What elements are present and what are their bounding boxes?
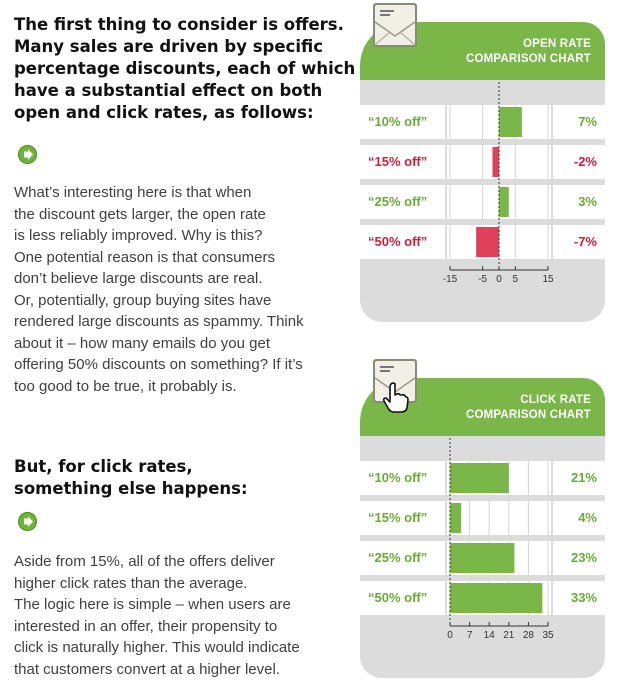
arrow-right-icon[interactable] <box>18 512 37 531</box>
value-label: 33% <box>570 590 597 605</box>
text-line: interested in an offer, their propensity… <box>14 617 278 635</box>
click-rate-chart-body: “10% off” 21% “15% off” 4% “25% off” 23% “50% … <box>360 436 605 678</box>
x-tick-label: 7 <box>466 630 473 641</box>
x-tick-label: 14 <box>483 630 495 641</box>
text-line: offering 50% discounts on something? If … <box>14 356 303 373</box>
value-label: 3% <box>578 194 597 209</box>
hand-cursor-icon <box>382 382 409 413</box>
paragraph-open-rate: What’s interesting here is that when the… <box>14 182 304 397</box>
chart-title-text: OPEN RATE <box>522 38 591 50</box>
bar-3 <box>450 543 515 573</box>
bar-4 <box>476 227 499 257</box>
text-line: Or, potentially, group buying sites have <box>14 291 272 309</box>
value-label: -7% <box>573 234 597 249</box>
x-tick-label: 5 <box>512 274 519 285</box>
chart-title-text: COMPARISON CHART <box>465 409 591 421</box>
text-line: the discount gets larger, the open rate <box>14 205 266 223</box>
open-rate-chart-body: “10% off” 7% “15% off” -2% “25% off” 3% “50% o… <box>360 80 605 322</box>
category-label: “50% off” <box>368 234 428 249</box>
click-rate-chart: CLICK RATE COMPARISON CHART “10% off” 21%… <box>360 378 605 678</box>
bar-3 <box>499 187 509 217</box>
x-tick-label: 35 <box>542 630 554 641</box>
bar-1 <box>450 463 509 493</box>
heading-click-rates: But, for click rates, something else hap… <box>14 456 248 500</box>
x-tick-label: 0 <box>447 630 453 641</box>
heading-line: open and click rates, as follows: <box>14 103 314 122</box>
envelope-icon <box>373 3 417 47</box>
open-rate-chart: OPEN RATE COMPARISON CHART “10% off” 7% “1… <box>360 22 605 322</box>
heading-line: Many sales are driven by specific <box>14 37 323 56</box>
text-line: One potential reason is that consumers <box>14 248 275 266</box>
value-label: 23% <box>570 550 597 565</box>
chart-plot <box>360 82 605 271</box>
arrow-right-icon[interactable] <box>18 145 37 164</box>
bar-4 <box>450 583 543 613</box>
category-label: “10% off” <box>368 114 428 129</box>
chart-title-text: COMPARISON CHART <box>465 53 591 65</box>
text-line: about it – how many emails do you get <box>14 334 270 352</box>
text-line: rendered large discounts as spammy. Thin… <box>14 313 304 330</box>
text-line: What’s interesting here is that when <box>14 184 252 201</box>
heading-line: percentage discounts, each of which <box>14 59 356 78</box>
click-rate-chart-title: CLICK RATE COMPARISON CHART <box>421 393 591 423</box>
category-label: “25% off” <box>368 550 428 565</box>
paragraph-click-rate: Aside from 15%, all of the offers delive… <box>14 551 300 680</box>
category-label: “10% off” <box>368 470 428 485</box>
open-rate-chart-title: OPEN RATE COMPARISON CHART <box>421 37 591 67</box>
text-line: too good to be true, it probably is. <box>14 377 237 395</box>
text-line: The logic here is simple – when users ar… <box>14 596 291 613</box>
bar-1 <box>499 107 522 137</box>
category-label: “50% off” <box>368 590 428 605</box>
x-tick-label: 21 <box>503 630 515 641</box>
category-label: “15% off” <box>368 154 428 169</box>
value-label: 7% <box>578 114 597 129</box>
value-label: -2% <box>573 154 597 169</box>
category-label: “15% off” <box>368 510 428 525</box>
heading-offers: The first thing to consider is offers. M… <box>14 14 355 124</box>
row-background <box>360 501 605 535</box>
bar-2 <box>450 503 462 533</box>
heading-line: The first thing to consider is offers. <box>14 15 344 34</box>
text-line: that customers convert at a higher level… <box>14 660 280 678</box>
heading-line: something else happens: <box>14 479 248 498</box>
text-line: higher click rates than the average. <box>14 574 248 592</box>
text-line: Aside from 15%, all of the offers delive… <box>14 553 275 570</box>
envelope-icon <box>373 359 417 403</box>
x-tick-label: -5 <box>478 274 488 285</box>
chart-plot <box>360 438 605 627</box>
category-label: “25% off” <box>368 194 428 209</box>
chart-title-text: CLICK RATE <box>520 394 591 406</box>
x-tick-label: -15 <box>442 274 458 285</box>
text-line: don’t believe large discounts are real. <box>14 270 263 287</box>
x-tick-label: 0 <box>496 274 502 285</box>
heading-line: have a substantial effect on both <box>14 81 323 100</box>
value-label: 4% <box>578 510 597 525</box>
heading-line: But, for click rates, <box>14 457 193 476</box>
text-line: is less reliably improved. Why is this? <box>14 227 263 244</box>
x-tick-label: 28 <box>522 630 534 641</box>
x-tick-label: 15 <box>542 274 554 285</box>
text-line: click is naturally higher. This would in… <box>14 639 300 656</box>
bar-2 <box>492 147 499 177</box>
value-label: 21% <box>570 470 597 485</box>
